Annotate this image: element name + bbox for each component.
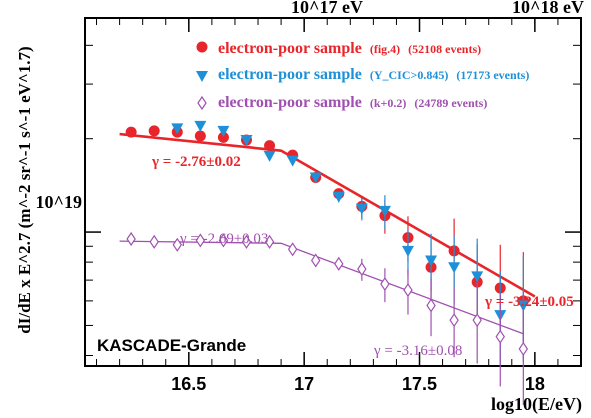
data-points (125, 120, 530, 405)
x-tick-label: 17.5 (402, 374, 437, 394)
point-diamond (310, 253, 321, 268)
point-triangle (263, 150, 276, 162)
legend-entry-2-count: (17173 events) (456, 68, 529, 82)
point-diamond (495, 329, 505, 344)
legend-entry-3: electron-poor sample (k+0.2) (24789 even… (218, 94, 487, 111)
point-triangle (309, 172, 322, 184)
x-axis-label: log10(E/eV) (491, 394, 582, 415)
point-diamond (172, 237, 183, 252)
point-triangle (401, 245, 414, 257)
point-diamond (518, 341, 529, 357)
point-triangle (355, 203, 368, 215)
y-axis-label: dI/dE x E^2.7 (m^-2 sr^-1 s^-1 eV^1.7) (15, 46, 34, 333)
fit-label-purple-high: γ = -3.16±0.08 (373, 343, 462, 359)
legend-entry-2-name: electron-poor sample (218, 66, 362, 83)
point-circle (194, 130, 206, 142)
point-diamond (403, 283, 413, 298)
point-diamond (195, 233, 206, 248)
point-diamond (218, 233, 229, 248)
point-triangle (240, 135, 253, 147)
point-circle (264, 140, 276, 152)
point-diamond (264, 234, 275, 249)
plot-frame (84, 17, 582, 367)
point-triangle (286, 155, 299, 167)
point-diamond (426, 298, 436, 313)
legend-entry-1-count: (52108 events) (408, 42, 481, 56)
point-diamond (334, 256, 344, 271)
legend-entry-3-tag: (k+0.2) (370, 96, 407, 110)
point-triangle (171, 123, 184, 135)
legend-entry-1-tag: (fig.4) (370, 42, 400, 56)
x-ticks: 16.5 17 17.5 18 (96, 18, 559, 394)
point-diamond (287, 242, 298, 257)
experiment-label: KASCADE-Grande (97, 336, 246, 355)
legend-entry-2: electron-poor sample (Y_CIC>0.845) (1717… (218, 66, 529, 83)
point-triangle (471, 271, 484, 283)
y-tick-label-1e19: 10^19 (36, 192, 82, 212)
legend-marker-triangle (196, 71, 208, 82)
fit-label-red-low: γ = -2.76±0.02 (151, 154, 241, 170)
point-diamond (357, 261, 367, 277)
point-triangle (217, 125, 230, 137)
point-diamond (149, 234, 159, 249)
point-circle (217, 131, 229, 143)
legend: electron-poor sample (fig.4) (52108 even… (196, 40, 529, 111)
legend-entry-3-count: (24789 events) (414, 96, 487, 110)
point-triangle (378, 205, 391, 217)
top-label-1e17: 10^17 eV (291, 0, 363, 17)
point-triangle (425, 255, 438, 267)
fit-label-purple-low: γ = -2.69±0.03 (179, 231, 268, 247)
point-triangle (448, 262, 461, 274)
fit-line (119, 240, 524, 335)
legend-marker-diamond (197, 95, 207, 111)
point-triangle (194, 120, 207, 132)
legend-entry-1: electron-poor sample (fig.4) (52108 even… (218, 40, 481, 57)
point-circle (148, 125, 160, 137)
x-tick-label: 16.5 (171, 374, 206, 394)
point-diamond (472, 313, 482, 328)
legend-entry-2-tag: (Y_CIC>0.845) (370, 68, 449, 82)
point-diamond (241, 234, 252, 249)
legend-entry-3-name: electron-poor sample (218, 94, 362, 111)
fit-label-red-high: γ = -3.24±0.05 (484, 294, 574, 310)
x-tick-label: 17 (294, 374, 314, 394)
legend-entry-1-name: electron-poor sample (218, 40, 362, 57)
point-diamond (449, 313, 459, 328)
x-tick-label: 18 (525, 374, 545, 394)
legend-marker-circle (196, 41, 208, 53)
point-triangle (332, 191, 345, 203)
y-ticks (85, 44, 581, 356)
point-diamond (380, 276, 390, 292)
point-circle (125, 126, 137, 138)
top-label-1e18: 10^18 eV (512, 0, 584, 17)
point-diamond (126, 231, 136, 247)
